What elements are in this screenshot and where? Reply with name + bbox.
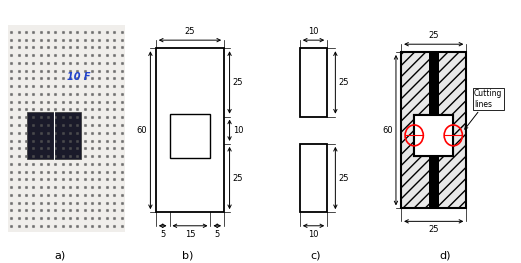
Text: 10: 10 (233, 126, 243, 135)
Text: c): c) (310, 250, 320, 260)
Text: b): b) (182, 250, 193, 260)
Text: d): d) (440, 250, 451, 260)
Text: 25: 25 (428, 31, 439, 40)
Text: Cutting
lines: Cutting lines (465, 89, 502, 129)
Bar (300, 48, 327, 117)
Bar (414, 115, 453, 156)
Text: 60: 60 (137, 126, 147, 135)
Bar (300, 144, 327, 212)
Bar (401, 52, 466, 208)
Bar (401, 52, 466, 208)
Bar (414, 115, 453, 156)
Text: 25: 25 (339, 78, 349, 87)
Bar (156, 48, 224, 212)
Text: 25: 25 (233, 78, 243, 87)
Text: a): a) (54, 250, 66, 260)
Text: 25: 25 (339, 174, 349, 183)
Bar (439, 52, 466, 208)
Bar (27, 112, 81, 159)
Text: 5: 5 (160, 230, 165, 239)
Text: 10: 10 (308, 27, 319, 36)
Bar (433, 52, 439, 208)
Bar (401, 52, 428, 208)
Bar (401, 52, 428, 208)
Text: 25: 25 (428, 225, 439, 234)
Text: 60: 60 (382, 126, 393, 135)
Text: 5: 5 (215, 230, 220, 239)
Bar (439, 52, 466, 208)
Text: 25: 25 (233, 174, 243, 183)
Text: 10 F: 10 F (67, 72, 91, 82)
Text: 10: 10 (308, 230, 319, 239)
Text: 25: 25 (185, 27, 195, 36)
Bar (169, 114, 210, 158)
Bar (428, 52, 433, 208)
Text: 15: 15 (185, 230, 195, 239)
